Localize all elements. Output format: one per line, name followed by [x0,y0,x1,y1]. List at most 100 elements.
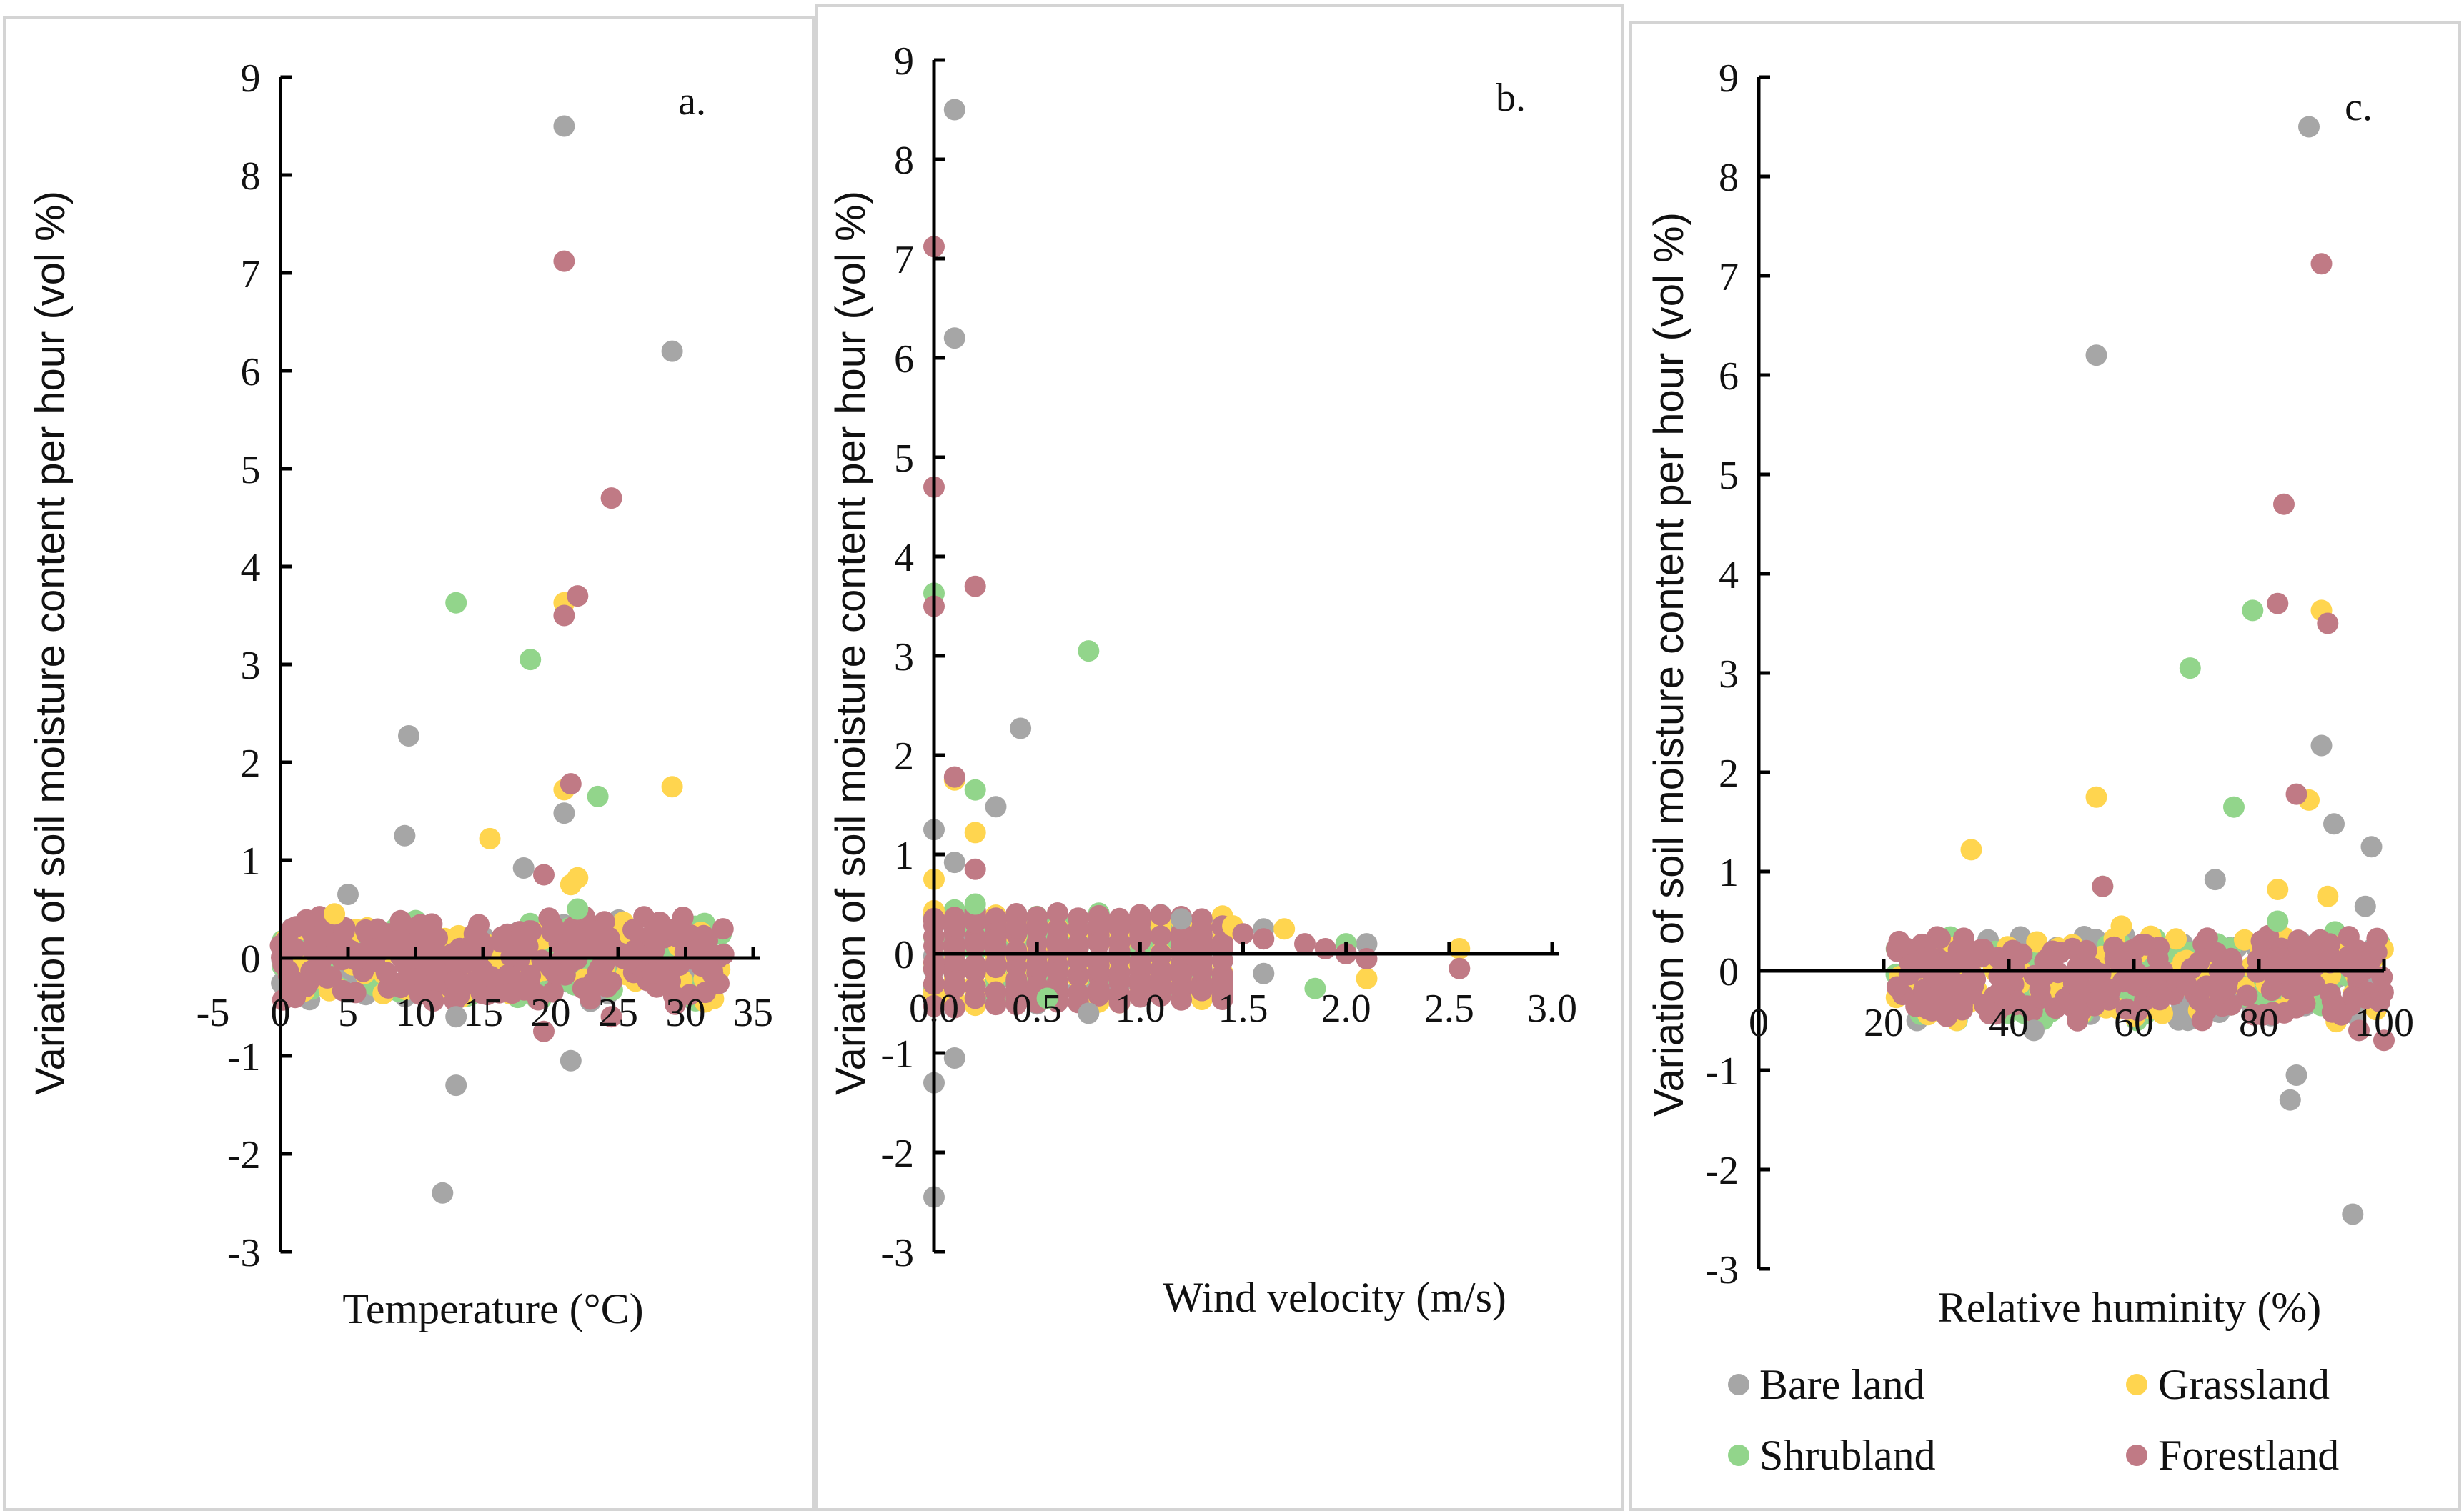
cluster-point-forestland [2070,999,2092,1022]
x-tick-label: 1.5 [1218,987,1268,1031]
y-tick-label: 2 [1719,752,1739,796]
y-tick-label: -1 [227,1035,261,1079]
cluster-point-forestland [1886,976,1908,998]
y-tick-label: 5 [894,437,914,481]
data-point-bare-land [2310,734,2333,757]
cluster-point-forestland [985,952,1007,974]
y-tick-label: -3 [1705,1248,1739,1292]
y-tick-label: 6 [894,337,914,382]
data-point-shrubland [1078,640,1100,662]
data-point-bare-land [1253,962,1275,984]
data-point-shrubland [520,649,542,671]
data-point-bare-land [2354,895,2376,917]
data-point-forestland [553,604,575,627]
data-point-forestland [964,575,986,597]
cluster-point-forestland [327,932,349,954]
cluster-point-forestland [985,981,1007,1003]
cluster-point-grassland [2234,929,2255,951]
data-point-forestland [943,766,965,788]
data-point-grassland [1960,839,1982,861]
cluster-point-forestland [2196,927,2218,949]
cluster-point-forestland [2127,999,2150,1022]
x-tick-label: 20 [1864,1001,1904,1045]
cluster-point-forestland [1211,979,1233,1002]
data-point-forestland [600,1006,622,1028]
x-tick-label: 60 [2114,1001,2154,1045]
y-tick-label: 2 [241,742,261,786]
data-point-grassland [2110,915,2132,937]
cluster-point-forestland [375,962,397,984]
cluster-point-forestland [1150,961,1172,983]
cluster-point-forestland [985,907,1007,929]
cluster-point-forestland [1026,915,1048,937]
legend-marker-forestland [2126,1445,2147,1466]
cluster-point-forestland [943,972,965,994]
y-tick-label: 2 [894,734,914,779]
cluster-point-forestland [2318,942,2340,964]
cluster-point-forestland [2075,939,2097,962]
cluster-point-forestland [2261,979,2283,1000]
cluster-point-forestland [1150,904,1172,926]
cluster-point-forestland [389,909,412,932]
data-point-shrubland [567,898,589,920]
data-point-bare-land [1171,908,1192,930]
x-tick-label: 20 [531,991,571,1035]
panel-label: a. [678,79,706,124]
cluster-point-forestland [1171,937,1192,959]
cluster-point-forestland [2034,950,2056,972]
x-axis-title-a: Temperature (°C) [342,1285,644,1332]
x-tick-label: 0.5 [1012,987,1062,1031]
data-point-bare-land [943,99,965,121]
data-point-bare-land [943,327,965,349]
cluster-point-forestland [1150,945,1172,967]
legend-label-grassland: Grassland [2158,1361,2330,1408]
y-tick-label: 4 [1719,553,1739,597]
cluster-point-forestland [582,972,605,994]
data-point-bare-land [2085,344,2107,366]
cluster-point-forestland [1005,917,1028,939]
y-tick-label: 7 [894,238,914,282]
data-point-shrubland [964,893,986,915]
cluster-point-grassland [2165,928,2187,950]
data-point-shrubland [2242,599,2264,622]
cluster-point-forestland [660,970,681,992]
cluster-point-forestland [1919,947,1940,968]
cluster-point-forestland [964,953,986,975]
x-tick-label: 35 [733,991,773,1035]
data-point-forestland [600,487,622,509]
data-point-shrubland [1036,987,1058,1009]
data-point-shrubland [964,779,986,801]
cluster-point-forestland [2216,977,2238,999]
data-point-grassland [560,874,582,896]
cluster-point-forestland [1088,980,1110,1002]
data-point-forestland [533,864,555,886]
y-tick-label: 3 [1719,652,1739,697]
x-tick-label: 2.5 [1424,987,1474,1031]
y-tick-label: 8 [241,154,261,199]
cluster-point-forestland [2062,972,2085,994]
cluster-point-forestland [320,966,342,988]
cluster-point-forestland [542,914,564,937]
cluster-point-forestland [642,962,664,984]
y-axis-title: Variation of soil moisture content per h… [828,191,874,1095]
cluster-point-forestland [1211,932,1233,954]
x-axis-title-c: Relative huminity (%) [1937,1284,2322,1331]
data-point-bare-land [1356,933,1378,955]
data-point-bare-land [432,1182,454,1204]
data-point-forestland [1356,948,1378,969]
cluster-point-forestland [644,930,666,952]
cluster-point-forestland [1047,902,1068,924]
y-tick-label: 6 [241,350,261,394]
data-point-bare-land [2323,813,2345,835]
cluster-point-forestland [285,916,307,938]
cluster-point-forestland [1108,987,1131,1009]
data-point-grassland [661,776,683,798]
data-point-shrubland [2223,796,2245,818]
data-point-shrubland [2179,657,2201,679]
cluster-point-forestland [444,949,466,972]
data-point-bare-land [2298,116,2320,138]
y-tick-label: 8 [894,139,914,183]
x-tick-label: -5 [197,991,230,1035]
data-point-bare-land [661,340,683,362]
